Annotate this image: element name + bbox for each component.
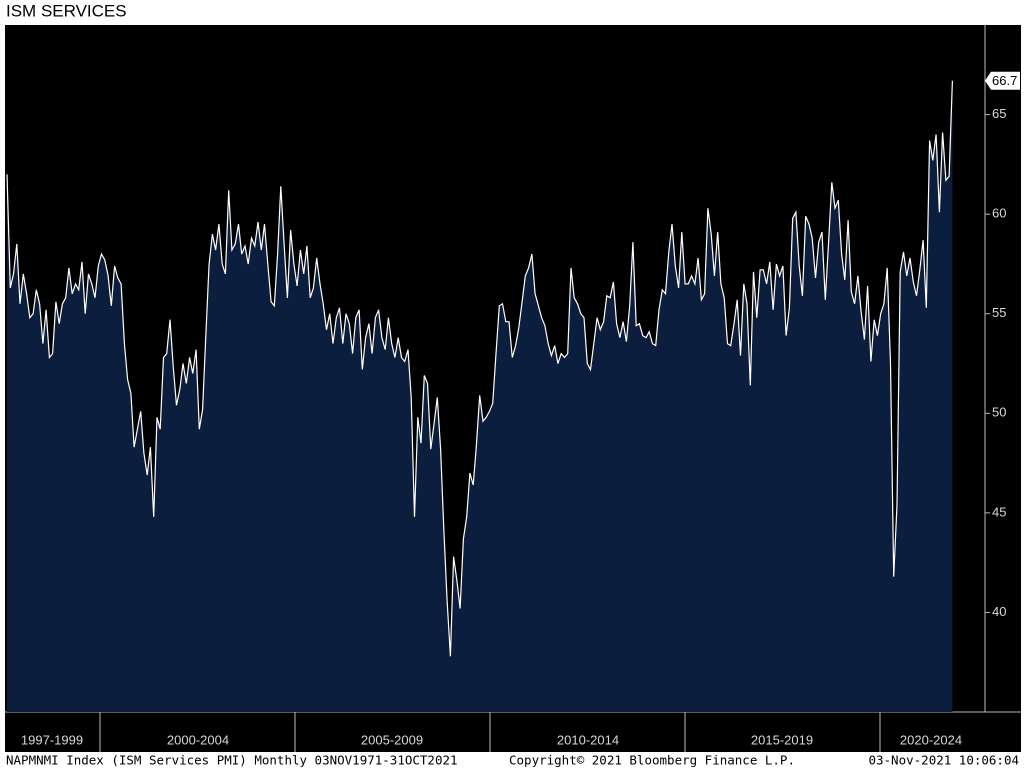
y-tick-label: 40 [992, 604, 1006, 619]
y-tick-label: 50 [992, 405, 1006, 420]
x-tick-label: 2010-2014 [557, 732, 619, 747]
x-tick-label: 2005-2009 [361, 732, 423, 747]
chart-title: ISM SERVICES [6, 1, 127, 20]
x-tick-label: 2020-2024 [900, 732, 962, 747]
last-value-box [985, 71, 1020, 90]
y-tick-label: 55 [992, 305, 1006, 320]
y-tick-label: 60 [992, 206, 1006, 221]
x-tick-label: 1997-1999 [21, 732, 83, 747]
footer-center: Copyright© 2021 Bloomberg Finance L.P. [509, 753, 795, 768]
footer-left: NAPMNMI Index (ISM Services PMI) Monthly… [6, 753, 458, 768]
y-tick-label: 45 [992, 504, 1006, 519]
line [6, 80, 953, 657]
last-value-label: 66.7 [992, 73, 1017, 88]
footer-right: 03-Nov-2021 10:06:04 [868, 753, 1019, 768]
y-tick-label: 65 [992, 106, 1006, 121]
x-tick-label: 2015-2019 [751, 732, 813, 747]
x-tick-label: 2000-2004 [167, 732, 229, 747]
